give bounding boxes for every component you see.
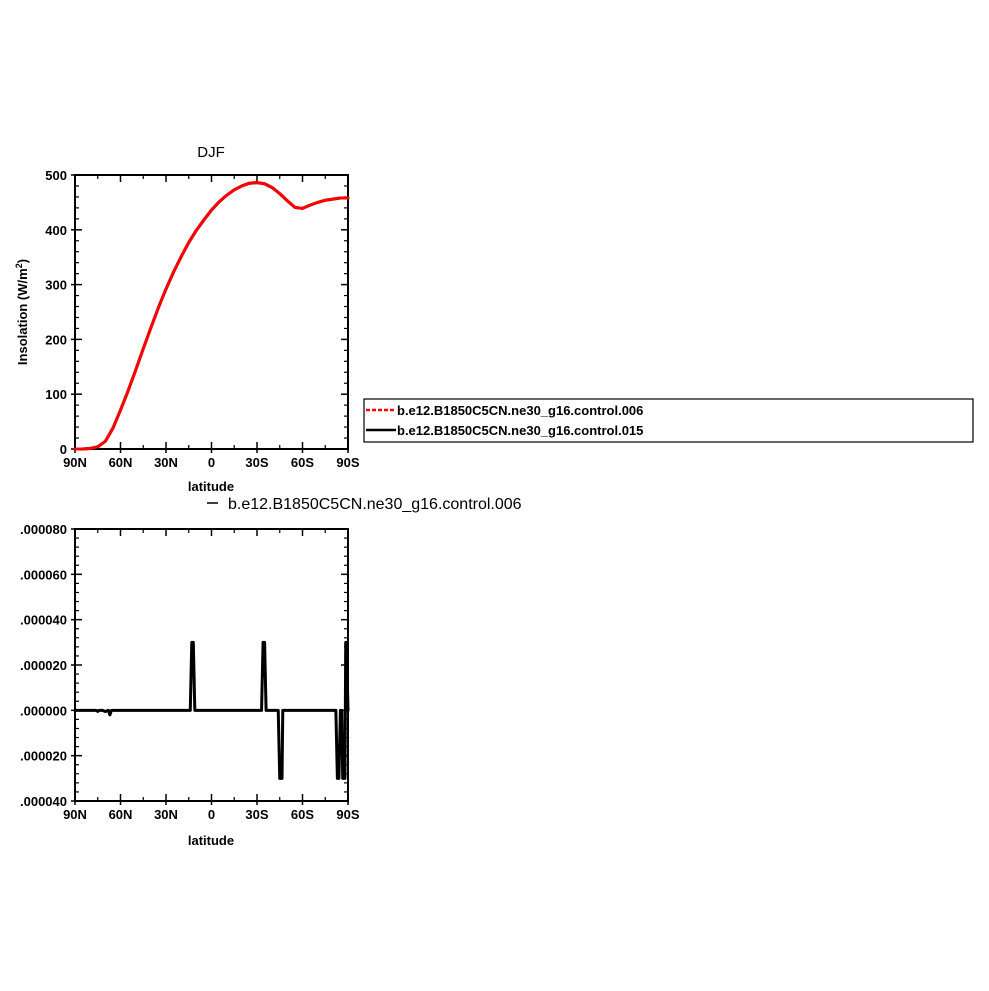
- y-tick-label: .000040: [20, 794, 67, 809]
- legend-entry-006: b.e12.B1850C5CN.ne30_g16.control.006: [397, 403, 643, 418]
- y-tick-label: 0: [60, 442, 67, 457]
- y-tick-label: .000060: [20, 567, 67, 582]
- y-tick-label: .000020: [20, 658, 67, 673]
- series-line-0: [73, 640, 350, 780]
- plot-frame: [74, 174, 349, 450]
- x-tick-label: 60S: [291, 455, 314, 470]
- x-tick-label: 90N: [63, 807, 87, 822]
- series-line-0: [73, 181, 350, 451]
- x-tick-label: 30N: [154, 807, 178, 822]
- legend-entry-015: b.e12.B1850C5CN.ne30_g16.control.015: [397, 423, 643, 438]
- y-tick-label: .000020: [20, 749, 67, 764]
- y-tick-label: .000000: [20, 703, 67, 718]
- x-tick-label: 90S: [336, 807, 359, 822]
- legend: b.e12.B1850C5CN.ne30_g16.control.006 b.e…: [363, 398, 974, 443]
- y-tick-label: .000080: [20, 522, 67, 537]
- x-tick-label: 30S: [245, 455, 268, 470]
- y-tick-label: 200: [45, 332, 67, 347]
- x-tick-label: 90N: [63, 455, 87, 470]
- y-tick-label: 400: [45, 223, 67, 238]
- x-tick-label: 60N: [109, 455, 133, 470]
- x-tick-label: 90S: [336, 455, 359, 470]
- chart-title: DJF: [197, 144, 225, 161]
- x-tick-label: 30N: [154, 455, 178, 470]
- x-axis-label: latitude: [188, 833, 234, 848]
- y-tick-label: 500: [45, 168, 67, 183]
- y-tick-label: 300: [45, 278, 67, 293]
- plot-area: 90N 60N 30N 0 30S 60S 90S 0 100 200 300 400 500: [45, 168, 360, 470]
- difference-chart: b.e12.B1850C5CN.ne30_g16.control.006 90N…: [20, 496, 522, 848]
- x-tick-label: 60S: [291, 807, 314, 822]
- x-tick-label: 30S: [245, 807, 268, 822]
- y-axis-label: Insolation (W/m2): [14, 259, 30, 365]
- y-tick-label: .000040: [20, 613, 67, 628]
- legend-box: [363, 398, 974, 443]
- chart-subtitle: b.e12.B1850C5CN.ne30_g16.control.006: [228, 496, 522, 513]
- y-tick-label: 100: [45, 387, 67, 402]
- plot-frame: [74, 528, 349, 802]
- x-axis-label: latitude: [188, 479, 234, 494]
- x-tick-label: 0: [208, 455, 215, 470]
- x-tick-label: 0: [208, 807, 215, 822]
- x-tick-label: 60N: [109, 807, 133, 822]
- plot-area: 90N 60N 30N 0 30S 60S 90S .000080 .000060 .000040…: [20, 522, 360, 822]
- series-line-1: [73, 181, 350, 451]
- insolation-chart: DJF 90N 60N 30N 0 30S 60S 90S0100200300400500 …: [14, 144, 360, 494]
